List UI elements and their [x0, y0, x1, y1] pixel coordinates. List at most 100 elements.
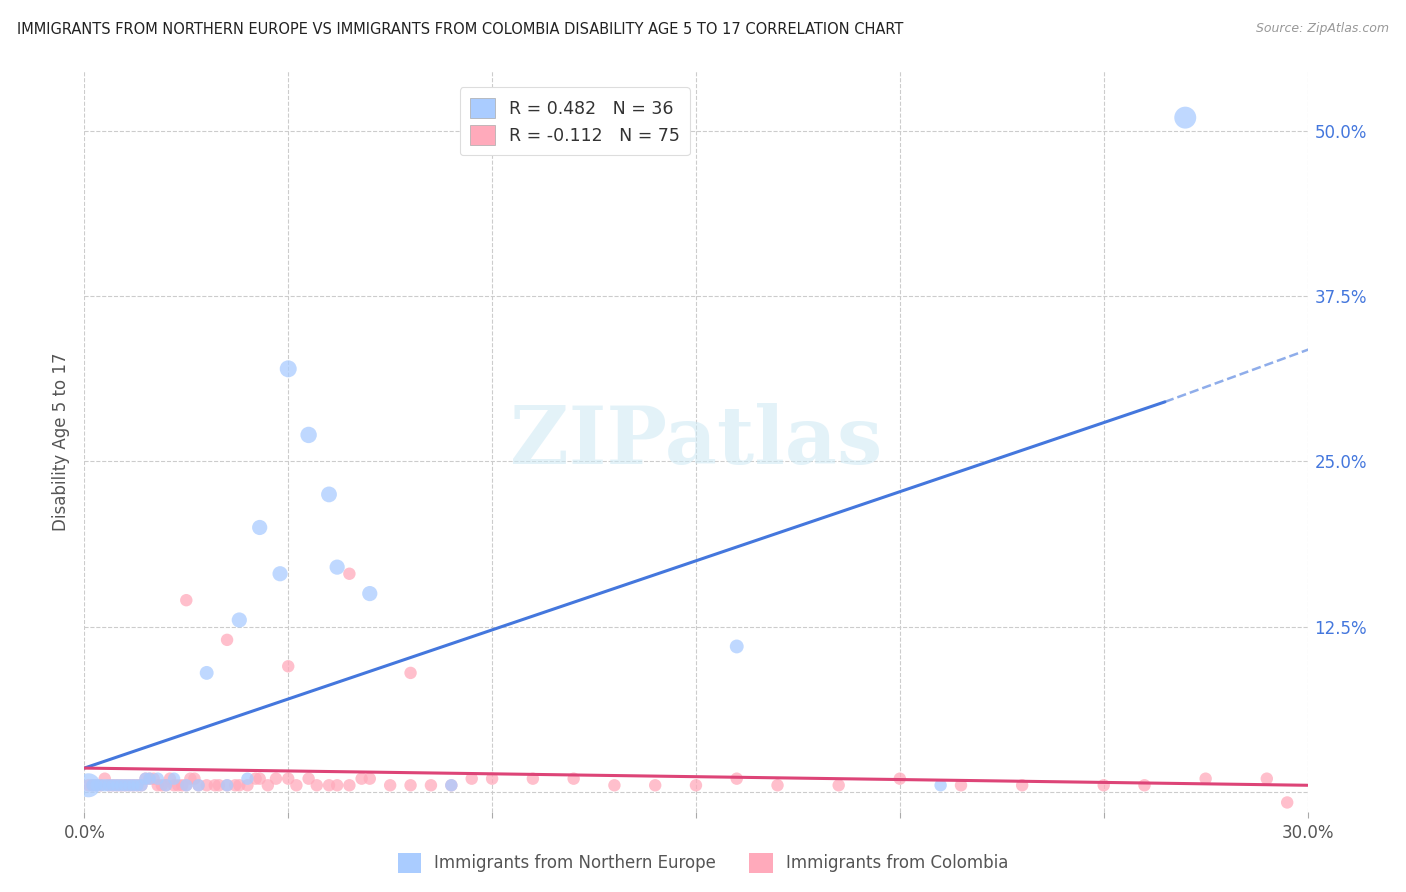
Point — [86, 778, 108, 792]
Point — [97, 778, 120, 792]
Point — [105, 778, 128, 792]
Point — [163, 772, 186, 786]
Point — [138, 772, 160, 786]
Y-axis label: Disability Age 5 to 17: Disability Age 5 to 17 — [52, 352, 70, 531]
Point — [725, 772, 748, 786]
Point — [150, 778, 173, 792]
Point — [1133, 778, 1156, 792]
Point — [224, 778, 246, 792]
Point — [318, 487, 340, 501]
Point — [228, 613, 250, 627]
Point — [131, 778, 153, 792]
Point — [77, 778, 100, 792]
Point — [277, 659, 299, 673]
Text: ZIPatlas: ZIPatlas — [510, 402, 882, 481]
Point — [399, 665, 422, 680]
Point — [725, 640, 748, 654]
Point — [208, 778, 231, 792]
Point — [305, 778, 328, 792]
Text: IMMIGRANTS FROM NORTHERN EUROPE VS IMMIGRANTS FROM COLOMBIA DISABILITY AGE 5 TO : IMMIGRANTS FROM NORTHERN EUROPE VS IMMIG… — [17, 22, 903, 37]
Point — [174, 593, 197, 607]
Point — [135, 772, 157, 786]
Point — [93, 778, 115, 792]
Point — [146, 772, 169, 786]
Point — [236, 778, 259, 792]
Point — [1174, 111, 1197, 125]
Point — [217, 778, 239, 792]
Point — [195, 665, 218, 680]
Point — [644, 778, 666, 792]
Point — [350, 772, 373, 786]
Point — [138, 772, 160, 786]
Point — [217, 632, 239, 647]
Point — [131, 778, 153, 792]
Point — [118, 778, 141, 792]
Point — [82, 778, 104, 792]
Point — [326, 778, 349, 792]
Point — [481, 772, 503, 786]
Point — [118, 778, 141, 792]
Point — [318, 778, 340, 792]
Point — [97, 778, 120, 792]
Point — [195, 778, 218, 792]
Point — [82, 778, 104, 792]
Point — [603, 778, 626, 792]
Point — [86, 778, 108, 792]
Point — [264, 772, 287, 786]
Point — [135, 772, 157, 786]
Point — [562, 772, 585, 786]
Point — [146, 778, 169, 792]
Point — [399, 778, 422, 792]
Point — [359, 586, 381, 600]
Point — [929, 778, 952, 792]
Point — [163, 778, 186, 792]
Point — [889, 772, 911, 786]
Point — [110, 778, 132, 792]
Point — [1195, 772, 1218, 786]
Point — [93, 772, 115, 786]
Point — [685, 778, 707, 792]
Point — [1277, 796, 1299, 810]
Point — [277, 361, 299, 376]
Point — [228, 778, 250, 792]
Point — [187, 778, 209, 792]
Legend: Immigrants from Northern Europe, Immigrants from Colombia: Immigrants from Northern Europe, Immigra… — [391, 847, 1015, 880]
Point — [339, 778, 361, 792]
Point — [249, 520, 271, 534]
Point — [828, 778, 851, 792]
Point — [326, 560, 349, 574]
Point — [204, 778, 226, 792]
Point — [522, 772, 544, 786]
Point — [174, 778, 197, 792]
Point — [159, 772, 181, 786]
Point — [179, 772, 201, 786]
Point — [167, 778, 190, 792]
Point — [122, 778, 145, 792]
Point — [298, 428, 321, 442]
Point — [1011, 778, 1033, 792]
Point — [249, 772, 271, 786]
Point — [122, 778, 145, 792]
Point — [766, 778, 789, 792]
Point — [257, 778, 280, 792]
Point — [105, 778, 128, 792]
Text: Source: ZipAtlas.com: Source: ZipAtlas.com — [1256, 22, 1389, 36]
Point — [114, 778, 136, 792]
Point — [236, 772, 259, 786]
Point — [114, 778, 136, 792]
Point — [187, 778, 209, 792]
Point — [90, 778, 112, 792]
Point — [339, 566, 361, 581]
Point — [174, 778, 197, 792]
Point — [950, 778, 973, 792]
Point — [269, 566, 291, 581]
Point — [142, 772, 165, 786]
Point — [127, 778, 149, 792]
Legend: R = 0.482   N = 36, R = -0.112   N = 75: R = 0.482 N = 36, R = -0.112 N = 75 — [460, 87, 690, 155]
Point — [90, 778, 112, 792]
Point — [245, 772, 267, 786]
Point — [380, 778, 402, 792]
Point — [420, 778, 443, 792]
Point — [277, 772, 299, 786]
Point — [172, 778, 194, 792]
